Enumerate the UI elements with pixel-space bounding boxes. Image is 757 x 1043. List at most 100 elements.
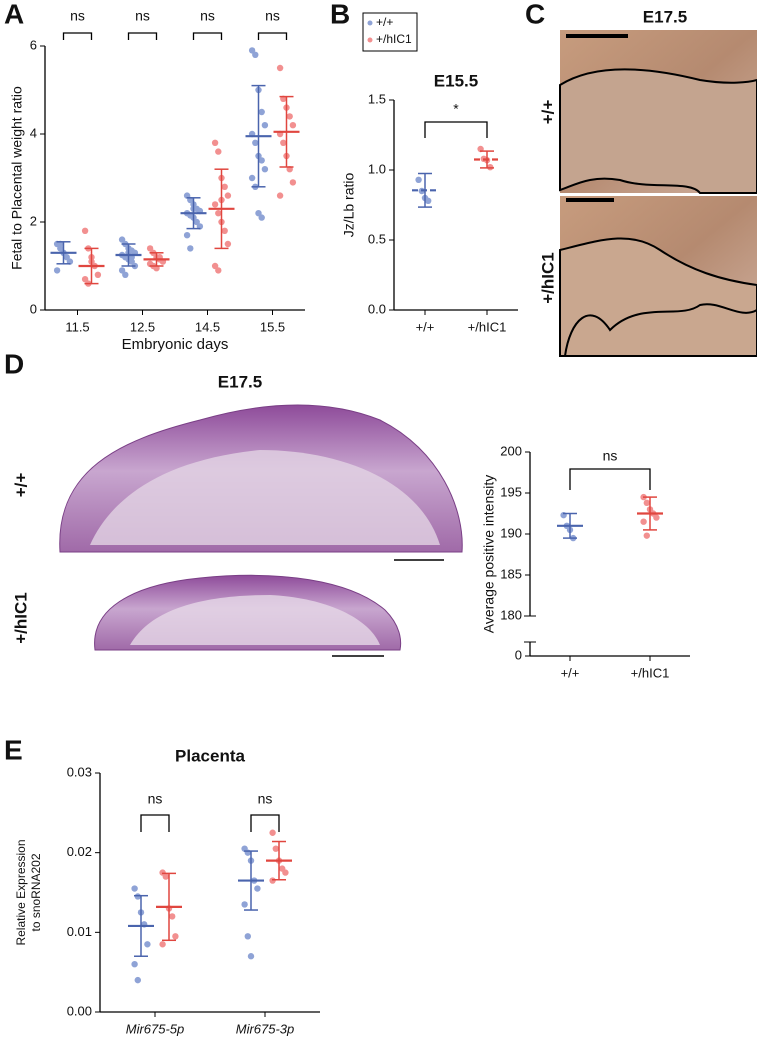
- data-point: [118, 267, 126, 274]
- y-axis-label: Relative Expression: [14, 839, 28, 945]
- significance-bracket: [569, 468, 651, 490]
- y-tick-label: 200: [500, 443, 522, 458]
- y-axis-label: to snoRNA202: [29, 853, 43, 931]
- significance-label: ns: [258, 791, 273, 807]
- data-point: [254, 885, 261, 892]
- significance-bracket: [140, 814, 170, 832]
- data-point: [128, 258, 135, 265]
- data-point: [122, 271, 129, 278]
- data-point: [252, 139, 259, 146]
- data-point: [211, 139, 219, 146]
- significance-bracket: [127, 32, 158, 40]
- significance-bracket: [257, 32, 288, 40]
- data-point: [193, 218, 200, 226]
- y-tick-label: 0.5: [368, 231, 386, 246]
- panel-letter: C: [525, 0, 545, 29]
- data-point: [415, 176, 422, 183]
- x-tick-label: +/+: [561, 665, 580, 680]
- data-point: [282, 869, 289, 876]
- x-axis-label: Embryonic days: [122, 336, 229, 353]
- y-axis-label: Fetal to Placental weight ratio: [9, 86, 25, 270]
- data-point: [241, 901, 248, 908]
- panel-letter: D: [4, 348, 24, 379]
- data-point: [215, 210, 222, 217]
- significance-label: *: [453, 101, 459, 117]
- image-title: E17.5: [643, 7, 687, 26]
- significance-label: ns: [200, 8, 215, 24]
- data-point: [146, 245, 154, 252]
- legend-label: +/+: [376, 15, 393, 29]
- data-point: [215, 148, 222, 155]
- y-tick-label: 1.0: [368, 161, 386, 176]
- data-point: [211, 201, 219, 208]
- y-tick-label: 0.00: [67, 1003, 92, 1018]
- x-tick-label: Mir675-3p: [236, 1021, 295, 1036]
- legend-box: [362, 12, 418, 52]
- data-point: [159, 941, 166, 948]
- data-point: [134, 893, 141, 900]
- data-point: [169, 913, 176, 920]
- data-point: [653, 514, 660, 521]
- x-tick-label: 12.5: [130, 319, 155, 334]
- data-point: [211, 262, 219, 270]
- row-label: +/+: [538, 100, 557, 125]
- data-point: [252, 51, 259, 58]
- row-label: +/hIC1: [538, 252, 557, 304]
- y-axis-label: Average positive intensity: [481, 475, 497, 634]
- row-label: +/hIC1: [11, 592, 30, 644]
- data-point: [248, 47, 256, 54]
- data-point: [640, 518, 647, 525]
- histology-outline: [564, 303, 757, 357]
- x-tick-label: 15.5: [260, 319, 285, 334]
- significance-label: ns: [603, 448, 618, 464]
- panel-letter: E: [4, 734, 23, 765]
- significance-label: ns: [148, 791, 163, 807]
- data-point: [286, 113, 293, 120]
- chart-title: E15.5: [434, 71, 478, 90]
- data-point: [215, 267, 222, 274]
- data-point: [81, 276, 89, 283]
- data-point: [183, 232, 191, 239]
- data-point: [221, 183, 228, 190]
- legend-marker: [367, 37, 373, 43]
- data-point: [187, 245, 194, 252]
- y-tick-label: 0.0: [368, 301, 386, 316]
- chart-title: Placenta: [175, 746, 245, 765]
- y-tick-label: 195: [500, 484, 522, 499]
- legend-label: +/hIC1: [376, 32, 412, 46]
- row-label: +/+: [11, 473, 30, 498]
- data-point: [643, 499, 650, 507]
- histology-region: [130, 595, 380, 645]
- data-point: [258, 157, 265, 164]
- data-point: [224, 192, 232, 199]
- data-point: [425, 197, 432, 204]
- data-point: [643, 532, 650, 539]
- data-point: [276, 192, 284, 199]
- significance-label: ns: [265, 8, 280, 24]
- data-point: [144, 941, 151, 948]
- histology-region: [90, 450, 440, 545]
- x-tick-label: +/hIC1: [631, 665, 670, 680]
- data-point: [258, 214, 265, 221]
- x-tick-label: Mir675-5p: [126, 1021, 185, 1036]
- x-tick-label: 14.5: [195, 319, 220, 334]
- data-point: [224, 240, 232, 248]
- panel-letter: B: [330, 0, 350, 29]
- data-point: [261, 166, 269, 173]
- y-tick-label: 0: [515, 647, 522, 662]
- y-tick-label: 6: [30, 37, 37, 52]
- data-point: [247, 953, 255, 960]
- data-point: [244, 933, 251, 940]
- y-tick-label: 190: [500, 525, 522, 540]
- data-point: [53, 267, 61, 274]
- data-point: [172, 933, 179, 940]
- significance-label: ns: [135, 8, 150, 24]
- significance-bracket: [62, 32, 93, 40]
- data-point: [255, 210, 262, 217]
- data-point: [57, 245, 64, 252]
- data-point: [261, 122, 269, 129]
- histology-region: [559, 68, 757, 194]
- y-tick-label: 0.02: [67, 844, 92, 859]
- data-point: [162, 873, 169, 880]
